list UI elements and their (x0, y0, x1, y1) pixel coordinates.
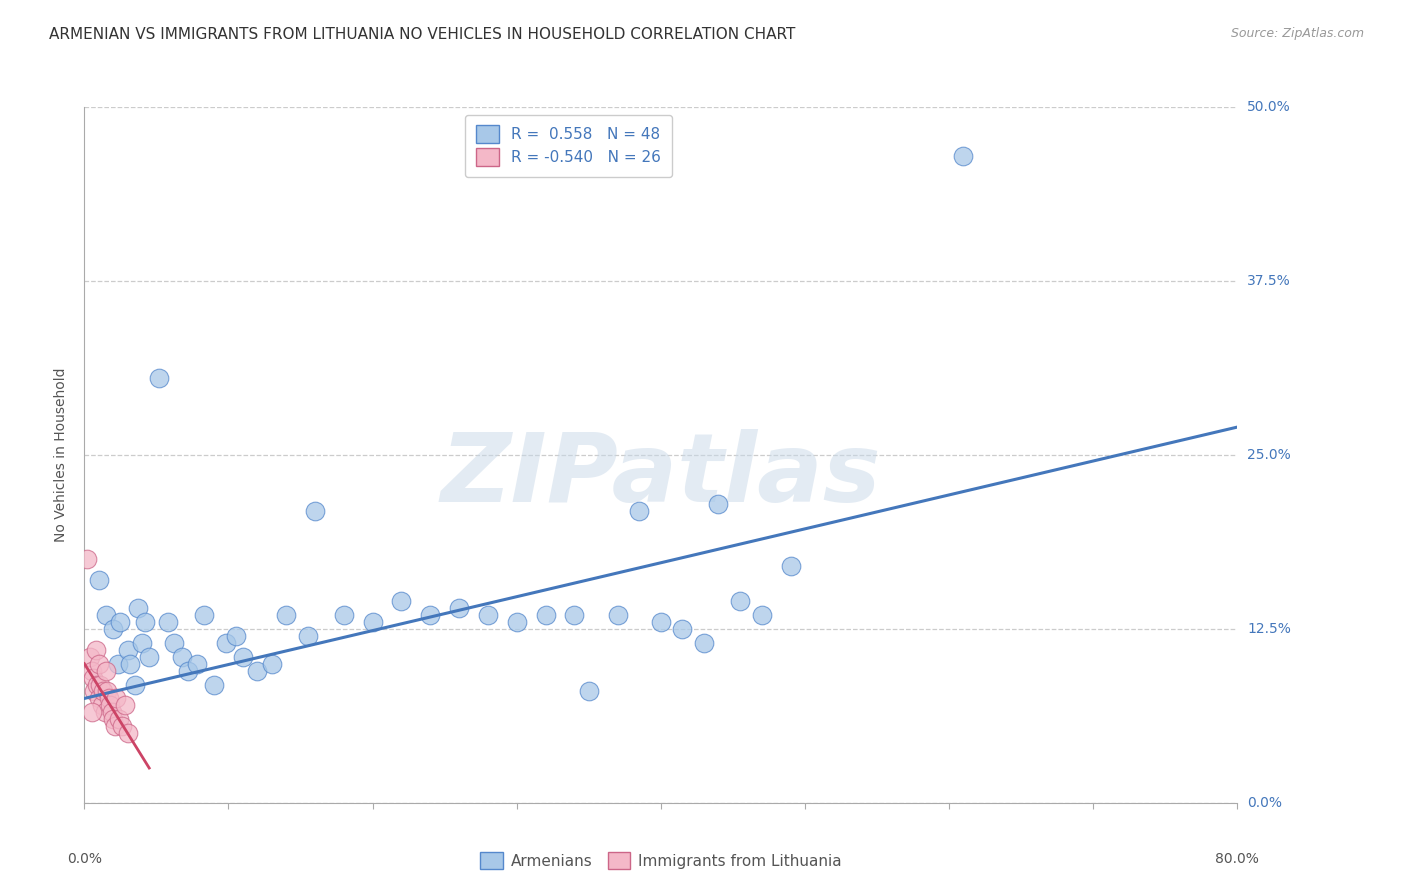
Text: ZIPatlas: ZIPatlas (440, 429, 882, 523)
Point (193, 607, 215, 622)
Text: 50.0%: 50.0% (1247, 100, 1291, 114)
Point (202, 677, 225, 691)
Point (103, 622, 124, 636)
Text: 0.0%: 0.0% (67, 852, 101, 866)
Point (156, 615, 179, 629)
Point (707, 497, 730, 511)
Point (628, 503, 651, 517)
Point (124, 677, 146, 691)
Point (276, 607, 298, 622)
Point (172, 649, 194, 664)
Legend: Armenians, Immigrants from Lithuania: Armenians, Immigrants from Lithuania (474, 846, 848, 875)
Point (97, 691, 120, 706)
Point (93, 706, 115, 720)
Point (304, 503, 326, 517)
Point (114, 698, 136, 713)
Point (449, 601, 471, 615)
Point (131, 636, 153, 650)
Text: 12.5%: 12.5% (1247, 622, 1291, 636)
Point (728, 594, 751, 608)
Point (578, 684, 600, 698)
Point (134, 615, 156, 629)
Text: 0.0%: 0.0% (1247, 796, 1282, 810)
Point (80, 706, 103, 720)
Point (477, 607, 499, 622)
Point (751, 607, 773, 622)
Point (111, 719, 134, 733)
Point (671, 622, 693, 636)
Point (214, 636, 236, 650)
Text: 25.0%: 25.0% (1247, 448, 1291, 462)
Point (84, 642, 107, 657)
Point (650, 615, 672, 629)
Point (534, 607, 557, 622)
Point (107, 657, 129, 671)
Point (76, 552, 98, 566)
Point (177, 664, 200, 678)
Legend: R =  0.558   N = 48, R = -0.540   N = 26: R = 0.558 N = 48, R = -0.540 N = 26 (465, 115, 672, 177)
Point (87, 573, 110, 587)
Point (246, 664, 269, 678)
Point (110, 615, 132, 629)
Point (90, 698, 112, 713)
Point (91, 684, 114, 698)
Point (232, 649, 254, 664)
Point (779, 559, 801, 574)
Point (117, 642, 139, 657)
Point (79, 649, 101, 664)
Point (82, 671, 104, 685)
Point (94, 664, 117, 678)
Point (117, 726, 139, 740)
Point (96, 684, 118, 698)
Text: 37.5%: 37.5% (1247, 274, 1291, 288)
Point (606, 607, 628, 622)
Point (163, 636, 186, 650)
Point (83, 684, 105, 698)
Point (391, 594, 413, 608)
Point (260, 657, 283, 671)
Point (693, 636, 716, 650)
Point (105, 691, 128, 706)
Point (225, 629, 247, 643)
Point (87, 691, 110, 706)
Point (104, 719, 127, 733)
Point (87, 657, 110, 671)
Point (89, 677, 111, 691)
Text: 80.0%: 80.0% (1215, 852, 1260, 866)
Point (127, 601, 149, 615)
Point (103, 712, 124, 726)
Point (186, 657, 208, 671)
Point (100, 706, 122, 720)
Point (333, 607, 356, 622)
Point (108, 712, 131, 726)
Point (94, 607, 117, 622)
Point (564, 607, 586, 622)
Y-axis label: No Vehicles in Household: No Vehicles in Household (55, 368, 69, 542)
Point (361, 615, 384, 629)
Text: ARMENIAN VS IMMIGRANTS FROM LITHUANIA NO VEHICLES IN HOUSEHOLD CORRELATION CHART: ARMENIAN VS IMMIGRANTS FROM LITHUANIA NO… (49, 27, 796, 42)
Point (419, 607, 441, 622)
Point (138, 649, 160, 664)
Point (148, 371, 170, 385)
Point (120, 657, 142, 671)
Point (297, 629, 319, 643)
Point (506, 615, 529, 629)
Point (86, 677, 108, 691)
Point (80, 664, 103, 678)
Point (952, 149, 974, 163)
Text: Source: ZipAtlas.com: Source: ZipAtlas.com (1230, 27, 1364, 40)
Point (98, 698, 121, 713)
